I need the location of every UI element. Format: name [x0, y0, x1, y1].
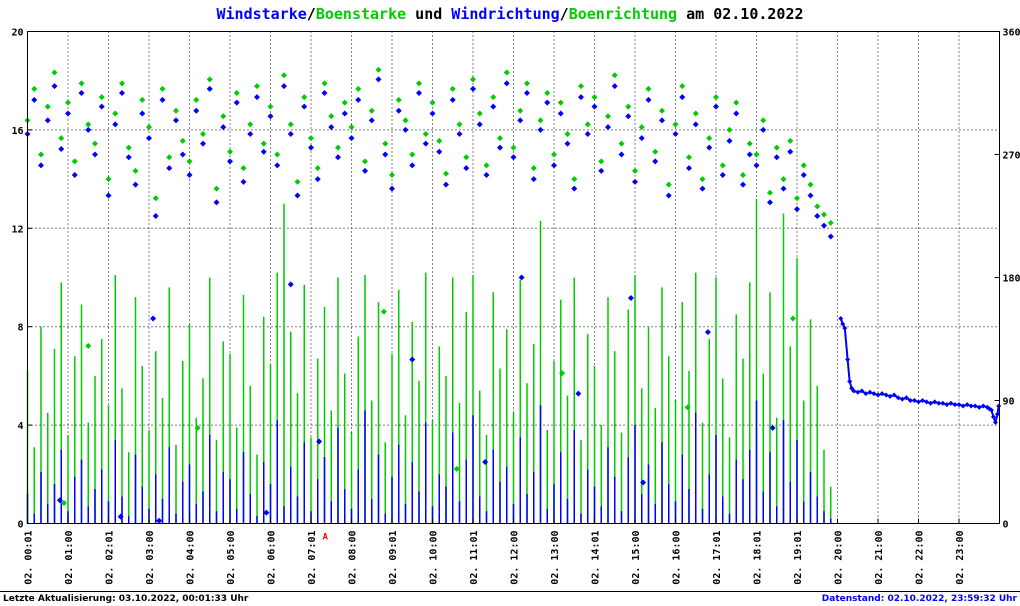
direction-tail-series [838, 316, 1002, 425]
chart-title: Windstarke/Boenstarke und Windrichtung/B… [0, 5, 1020, 23]
svg-text:0: 0 [1003, 520, 1009, 531]
wind-direction-outliers [56, 274, 776, 524]
svg-text:02. 04:00: 02. 04:00 [186, 531, 197, 585]
svg-text:02. 03:00: 02. 03:00 [145, 531, 156, 585]
title-segment: Windrichtung [451, 5, 560, 23]
svg-text:A: A [322, 533, 328, 543]
svg-text:02. 14:01: 02. 14:01 [591, 531, 602, 585]
svg-text:90: 90 [1003, 397, 1015, 408]
title-segment: Boenstarke [315, 5, 407, 23]
svg-text:8: 8 [17, 323, 23, 334]
svg-text:02. 16:00: 02. 16:00 [672, 531, 683, 585]
axis-labels-layer: 0 4 8 12 16 20 0 90 180 270 360 02. 00:01 02. 01:00 0… [11, 28, 1020, 585]
svg-text:02. 23:00: 02. 23:00 [955, 531, 966, 585]
footer-divider [0, 591, 1020, 592]
svg-text:02. 00:01: 02. 00:01 [24, 531, 35, 585]
svg-text:20: 20 [11, 28, 23, 39]
red-marker: A [322, 533, 328, 543]
svg-text:02. 06:00: 02. 06:00 [267, 531, 278, 585]
wind-direction-series [24, 76, 834, 240]
svg-text:180: 180 [1003, 274, 1020, 285]
svg-text:02. 12:00: 02. 12:00 [510, 531, 521, 585]
svg-text:02. 10:00: 02. 10:00 [429, 531, 440, 585]
wind-speed-series [26, 400, 832, 524]
svg-text:16: 16 [11, 126, 23, 137]
title-segment: Windstarke [216, 5, 307, 23]
wind-chart-canvas: 0 4 8 12 16 20 0 90 180 270 360 02. 00:01 02. 01:00 0… [11, 28, 1020, 585]
footer-bar: Letzte Aktualisierung: 03.10.2022, 00:01… [3, 594, 1017, 604]
svg-text:360: 360 [1003, 28, 1020, 39]
svg-text:02. 01:00: 02. 01:00 [64, 531, 75, 585]
title-segment: und [406, 5, 452, 23]
svg-text:02. 19:01: 02. 19:01 [793, 531, 804, 585]
svg-text:02. 18:01: 02. 18:01 [753, 531, 764, 585]
svg-text:02. 08:00: 02. 08:00 [348, 531, 359, 585]
axes-layer [27, 31, 1000, 524]
title-segment: / [559, 5, 569, 23]
svg-text:12: 12 [11, 224, 23, 235]
svg-text:02. 15:00: 02. 15:00 [631, 531, 642, 585]
svg-text:4: 4 [17, 421, 23, 432]
svg-text:02. 13:00: 02. 13:00 [550, 531, 561, 585]
svg-text:02. 17:01: 02. 17:01 [712, 531, 723, 585]
data-timestamp-text: Datenstand: 02.10.2022, 23:59:32 Uhr [821, 594, 1017, 604]
svg-text:0: 0 [17, 520, 23, 531]
svg-text:02. 07:01: 02. 07:01 [307, 531, 318, 585]
gust-direction-series [24, 66, 834, 226]
svg-text:02. 05:00: 02. 05:00 [226, 531, 237, 585]
svg-text:02. 22:00: 02. 22:00 [915, 531, 926, 585]
svg-text:02. 11:01: 02. 11:01 [469, 531, 480, 585]
svg-text:02. 20:00: 02. 20:00 [834, 531, 845, 585]
title-segment: / [306, 5, 316, 23]
gust-direction-outliers [60, 308, 796, 506]
title-segment: Boenrichtung [568, 5, 678, 23]
svg-text:02. 21:00: 02. 21:00 [874, 531, 885, 585]
gust-speed-series [26, 198, 832, 524]
title-segment: am 02.10.2022 [677, 5, 804, 23]
svg-text:02. 09:01: 02. 09:01 [388, 531, 399, 585]
svg-text:270: 270 [1003, 151, 1020, 162]
svg-text:02. 02:01: 02. 02:01 [105, 531, 116, 585]
last-update-text: Letzte Aktualisierung: 03.10.2022, 00:01… [3, 594, 249, 604]
